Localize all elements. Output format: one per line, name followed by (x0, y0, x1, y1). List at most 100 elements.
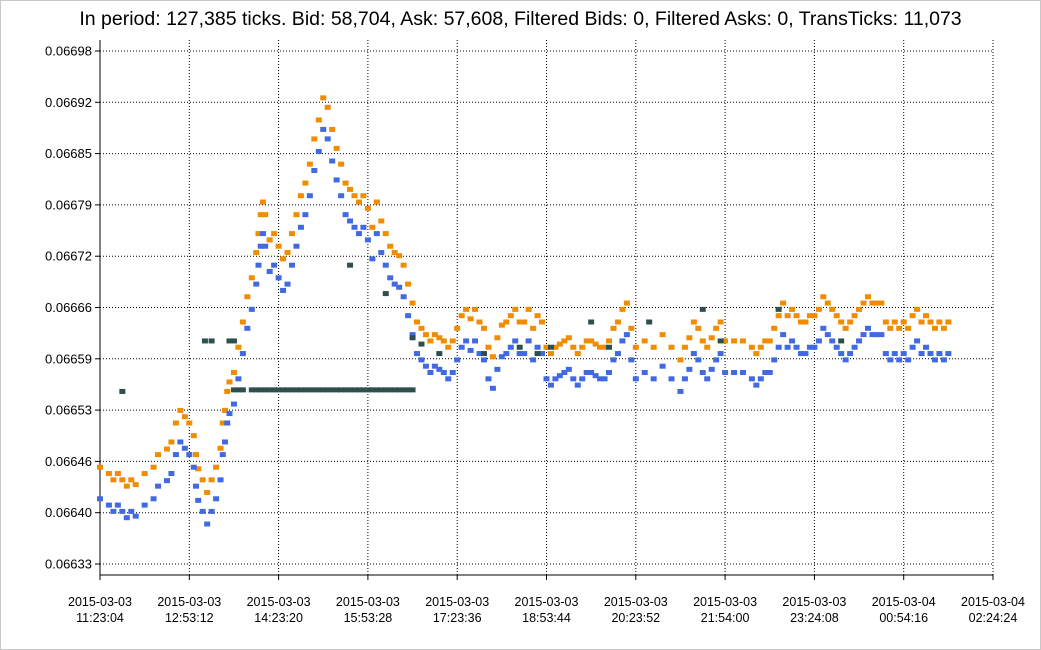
bid-point (632, 376, 639, 382)
ask-point (204, 489, 211, 495)
bid-series (97, 126, 952, 527)
ask-point (931, 325, 938, 331)
y-tick-label: 0.06672 (45, 249, 92, 264)
y-tick-label: 0.06633 (45, 557, 92, 572)
trans-point (320, 387, 327, 393)
bid-point (650, 376, 657, 382)
ask-point (923, 313, 930, 319)
ask-point (896, 325, 903, 331)
bid-point (409, 332, 416, 338)
ask-point (606, 338, 613, 344)
ask-point (431, 332, 438, 338)
trans-point (646, 319, 653, 325)
y-tick-label: 0.06653 (45, 403, 92, 418)
bid-point (248, 306, 255, 312)
ask-point (565, 335, 572, 341)
ask-point (195, 466, 202, 472)
bid-point (253, 281, 260, 287)
ask-point (753, 351, 760, 357)
bid-point (588, 370, 595, 376)
ask-point (342, 180, 349, 186)
trans-point (201, 338, 208, 344)
ask-point (690, 319, 697, 325)
bid-point (235, 376, 242, 382)
bid-point (208, 508, 215, 514)
bid-point (436, 366, 443, 372)
bid-point (887, 357, 894, 363)
trans-point (588, 319, 595, 325)
bid-point (329, 158, 336, 164)
bid-point (463, 338, 470, 344)
trans-point (257, 387, 264, 393)
ask-point (869, 300, 876, 306)
ask-point (784, 313, 791, 319)
ask-point (601, 344, 608, 350)
bid-point (619, 338, 626, 344)
ask-point (480, 325, 487, 331)
ask-point (811, 313, 818, 319)
trans-point (378, 387, 385, 393)
ask-point (757, 344, 764, 350)
ask-point (472, 306, 479, 312)
ask-point (623, 300, 630, 306)
bid-point (891, 351, 898, 357)
bid-point (507, 344, 514, 350)
ask-point (132, 482, 139, 488)
ask-point (771, 325, 778, 331)
ask-point (463, 306, 470, 312)
x-tick-time: 15:53:28 (344, 611, 393, 625)
trans-point (480, 351, 487, 357)
ask-point (186, 420, 193, 426)
bid-point (686, 366, 693, 372)
ask-point (168, 439, 175, 445)
ask-point (266, 237, 273, 243)
bid-point (601, 376, 608, 382)
bid-point (391, 281, 398, 287)
bid-point (525, 338, 532, 344)
trans-point (516, 344, 523, 350)
bid-point (445, 376, 452, 382)
x-tick-time: 00:54:16 (879, 611, 928, 625)
bid-point (695, 357, 702, 363)
x-tick-time: 18:53:44 (522, 611, 571, 625)
ask-point (530, 325, 537, 331)
bid-point (793, 344, 800, 350)
x-tick-time: 11:23:04 (76, 611, 124, 625)
trans-point (347, 387, 354, 393)
ask-point (940, 325, 947, 331)
ask-point (224, 388, 231, 394)
ask-point (878, 300, 885, 306)
bid-point (306, 193, 313, 199)
ask-point (882, 319, 889, 325)
bid-point (378, 250, 385, 256)
bid-point (623, 332, 630, 338)
ask-point (588, 338, 595, 344)
ask-point (297, 193, 304, 199)
trans-point (364, 387, 371, 393)
trans-point (382, 387, 389, 393)
ask-point (891, 319, 898, 325)
ask-point (333, 145, 340, 151)
bid-point (896, 357, 903, 363)
trans-point (284, 387, 291, 393)
bid-point (275, 275, 282, 281)
ask-point (704, 344, 711, 350)
trans-point (333, 387, 340, 393)
bid-point (534, 344, 541, 350)
bid-point (717, 351, 724, 357)
ask-point (731, 338, 738, 344)
ask-point (271, 231, 278, 237)
bid-point (168, 471, 175, 477)
bid-point (547, 382, 554, 388)
bid-point (543, 376, 550, 382)
ask-point (449, 338, 456, 344)
trans-point (838, 338, 845, 344)
ask-point (918, 319, 925, 325)
ask-point (288, 231, 295, 237)
bid-point (222, 439, 229, 445)
trans-point (315, 387, 322, 393)
bid-point (128, 508, 135, 514)
trans-point (208, 338, 215, 344)
bid-point (338, 193, 345, 199)
x-tick-date: 2015-03-04 (872, 595, 936, 609)
